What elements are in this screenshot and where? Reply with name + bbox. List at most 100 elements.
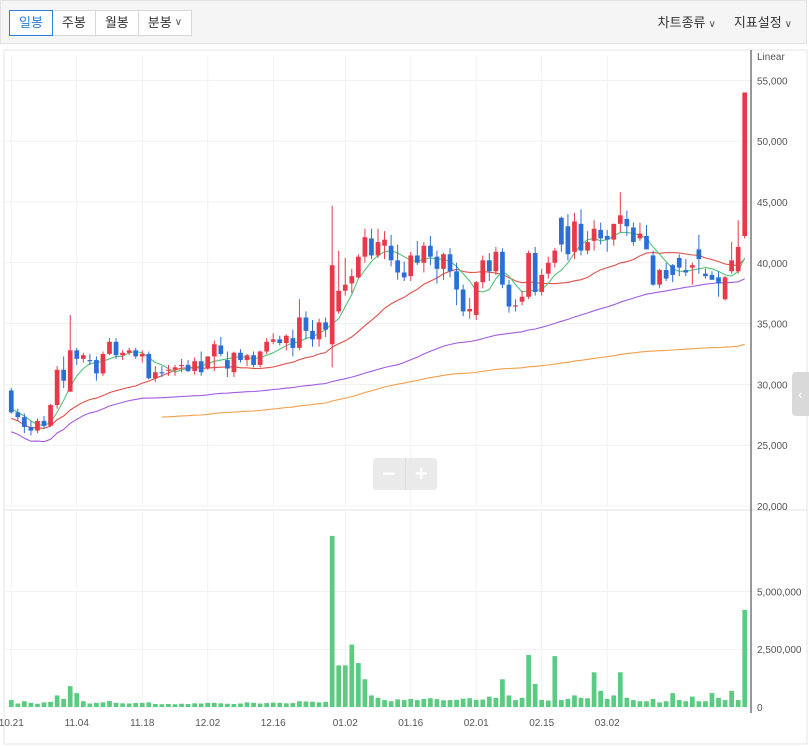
y-tick-label: 35,000 [757, 320, 788, 331]
candle-body [578, 223, 584, 251]
volume-bar [624, 697, 630, 707]
volume-bar [709, 693, 715, 707]
volume-bar [323, 701, 328, 707]
candle-body [401, 272, 407, 278]
side-panel-toggle[interactable]: ‹ [792, 372, 809, 416]
volume-bar [316, 702, 322, 707]
candle-body [585, 242, 590, 251]
chevron-left-icon: ‹ [798, 386, 803, 402]
indicator-menu[interactable]: 지표설정 ∨ [734, 10, 792, 36]
chevron-down-icon: ∨ [784, 19, 792, 30]
candle-body [539, 274, 545, 292]
candle-body [257, 351, 263, 365]
candle-body [35, 420, 40, 431]
zoom-in-button[interactable]: + [414, 461, 428, 486]
candle-body [395, 260, 401, 273]
volume-tick-label: 5,000,000 [757, 587, 802, 598]
ma60-line [11, 278, 745, 443]
tab-weekly[interactable]: 주봉 [51, 10, 96, 36]
candle-body [526, 253, 531, 297]
candle-body [264, 341, 270, 352]
volume-bar [729, 690, 734, 707]
candle-body [238, 352, 243, 361]
stock-chart[interactable]: 10.21 11.04 11.18 12.02 12.16 01.02 01.16 02.01… [0, 44, 809, 747]
volume-bar [179, 703, 184, 707]
candle-body [689, 265, 695, 268]
candle-body [231, 352, 237, 373]
indicator-label: 지표설정 [733, 15, 782, 30]
volume-bar [329, 535, 335, 707]
tab-weekly-label: 주봉 [61, 15, 86, 30]
volume-bar [225, 703, 230, 707]
candle-body [382, 239, 387, 246]
candle-body [447, 254, 453, 272]
candle-body [565, 226, 571, 255]
volume-bar [166, 703, 171, 707]
candle-body [244, 355, 250, 361]
y-tick-label: 55,000 [757, 76, 788, 87]
candle-body [251, 355, 256, 365]
volume-bar [617, 672, 623, 707]
volume-bar [467, 698, 473, 707]
volume-tick-label: 0 [757, 703, 763, 714]
volume-tick-label: 2,500,000 [757, 645, 802, 656]
volume-bar [578, 697, 584, 707]
candle-body [205, 356, 211, 369]
candle-body [152, 372, 158, 379]
volume-bar [61, 698, 67, 707]
candle-body [388, 245, 394, 261]
volume-bar [375, 697, 381, 707]
candle-body [362, 237, 368, 257]
volume-bar [631, 700, 636, 707]
candle-body [663, 270, 669, 279]
tab-minute[interactable]: 분봉 ∨ [137, 10, 193, 36]
volume-bar [585, 698, 590, 707]
candle-body [683, 270, 689, 273]
candle-body [631, 227, 636, 243]
volume-bar [185, 703, 191, 707]
volume-bar [395, 699, 401, 707]
candle-body [179, 364, 184, 367]
chevron-down-icon: ∨ [174, 17, 183, 28]
candle-body [342, 284, 348, 291]
volume-bar [382, 700, 387, 707]
volume-bar [113, 702, 119, 707]
candle-body [185, 364, 191, 371]
tab-daily[interactable]: 일봉 [9, 10, 53, 36]
candle-body [126, 350, 132, 353]
volume-bar [336, 665, 342, 707]
candle-body [139, 353, 145, 357]
volume-bar [277, 702, 283, 707]
volume-bar [48, 701, 53, 707]
y-tick-label: 50,000 [757, 137, 788, 148]
volume-bar [244, 702, 250, 707]
candle-body [519, 296, 525, 302]
candle-body [676, 257, 682, 268]
candle-body [218, 345, 224, 354]
candle-body [146, 353, 152, 379]
candle-body [657, 270, 662, 285]
candle-body [61, 369, 67, 381]
candle-body [349, 276, 355, 284]
candle-body [414, 255, 420, 263]
volume-bar [41, 702, 47, 707]
chart-type-menu[interactable]: 차트종류 ∨ [658, 10, 716, 36]
volume-bar [591, 672, 597, 707]
volume-bar [683, 701, 689, 707]
volume-bar [126, 703, 132, 707]
volume-bar [604, 698, 610, 707]
candle-body [408, 255, 414, 277]
candle-body [225, 360, 230, 369]
candle-body [355, 256, 361, 278]
chart-area[interactable]: 10.21 11.04 11.18 12.02 12.16 01.02 01.16 02.01… [0, 44, 809, 747]
tab-monthly[interactable]: 월봉 [94, 10, 139, 36]
chevron-down-icon: ∨ [708, 19, 716, 30]
candle-body [670, 265, 676, 275]
zoom-out-button[interactable]: − [373, 458, 406, 490]
candle-body [434, 256, 440, 269]
volume-bar [303, 701, 309, 707]
candle-body [428, 245, 433, 257]
volume-bar [139, 702, 145, 707]
volume-bar [519, 697, 525, 707]
candle-body [624, 218, 630, 227]
